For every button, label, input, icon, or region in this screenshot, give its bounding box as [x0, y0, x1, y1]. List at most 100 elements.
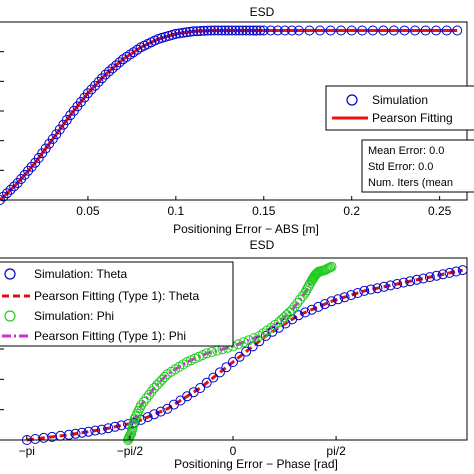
bottom-series-0-point — [306, 304, 317, 315]
bottom-series-2-point — [326, 261, 337, 272]
bottom-series-0-point — [228, 357, 238, 367]
top-series-0-point — [188, 26, 199, 37]
bottom-chart: ESD −pi −pi/2 0 pi/2 Positioning Error − Ph… — [0, 238, 468, 471]
top-series-0-point — [216, 25, 227, 36]
bottom-series-2-point — [207, 346, 217, 357]
top-series-0-point — [367, 25, 378, 36]
bottom-series-0-point — [142, 412, 153, 423]
top-series-0-point — [97, 73, 107, 84]
top-series-0-point — [114, 57, 125, 68]
bottom-series-2-point — [323, 263, 334, 274]
top-series-0-point — [441, 25, 452, 36]
bottom-series-0-point — [38, 432, 49, 443]
top-stats-box: Mean Error: 0.0 Std Error: 0.0 Num. Iter… — [361, 139, 474, 193]
top-series-0-point — [279, 25, 290, 36]
bottom-series-0-point — [234, 351, 245, 362]
top-series-0-point — [248, 25, 259, 36]
bottom-legend-theta-fit-label: Pearson Fitting (Type 1): Theta — [34, 289, 200, 303]
top-series-0-point — [357, 25, 368, 36]
top-series-0-point — [199, 25, 209, 36]
bottom-plot-area — [21, 261, 468, 445]
bottom-series-2-point — [154, 377, 165, 388]
bottom-legend-phi-sim-label: Simulation: Phi — [34, 309, 114, 323]
bottom-series-0-point — [392, 279, 403, 289]
top-series-0-point — [378, 25, 389, 36]
top-series-0-point — [121, 51, 132, 62]
bottom-series-2-point — [289, 301, 300, 312]
top-series-0-point — [237, 25, 248, 36]
top-mean-error: Mean Error: 0.0 — [368, 145, 444, 157]
bottom-series-0-point — [346, 290, 357, 301]
bottom-series-0-point — [47, 431, 58, 442]
top-series-0-point — [315, 25, 325, 36]
top-series-0-point — [244, 25, 255, 36]
top-num-iters: Num. Iters (mean — [368, 177, 453, 189]
bottom-series-2-point — [159, 371, 170, 382]
bottom-legend-theta-sim-label: Simulation: Theta — [34, 267, 127, 281]
top-series-0-point — [220, 25, 231, 36]
top-series-0-point — [111, 60, 122, 71]
bottom-series-0-point — [293, 310, 304, 321]
bottom-series-2-point — [292, 298, 303, 309]
bottom-series-2-point — [130, 411, 141, 422]
bottom-series-0-point — [451, 266, 462, 277]
bottom-chart-title: ESD — [250, 238, 275, 252]
top-series-0-point — [258, 25, 269, 36]
top-x-tick-label: 0.25 — [428, 204, 452, 218]
bottom-series-2-point — [287, 305, 298, 315]
top-series-0-point — [170, 28, 181, 39]
bottom-series-2-point — [136, 400, 147, 411]
bottom-series-2-point — [149, 383, 160, 393]
bottom-series-0-point — [300, 307, 311, 318]
bottom-series-2-point — [151, 380, 162, 391]
bottom-series-0-point — [405, 276, 416, 287]
top-series-0-point — [128, 47, 139, 58]
top-series-0-point — [304, 25, 315, 36]
bottom-series-0-point — [208, 372, 219, 383]
bottom-series-0-point — [103, 423, 114, 434]
top-series-0-point — [104, 66, 114, 77]
top-plot-area — [0, 25, 463, 205]
bottom-series-0-point — [339, 292, 350, 303]
top-series-0-point — [202, 25, 213, 36]
bottom-series-2-point — [249, 333, 259, 344]
top-series-0-point — [181, 27, 192, 38]
top-series-0-point — [209, 25, 220, 36]
bottom-series-0-point — [214, 367, 225, 378]
top-series-0-point — [9, 181, 20, 192]
bottom-series-2-point — [144, 389, 154, 400]
bottom-series-0-point — [83, 426, 94, 437]
bottom-series-0-point — [352, 288, 363, 298]
bottom-series-2-point — [294, 294, 305, 305]
bottom-series-0-point — [116, 420, 127, 431]
bottom-series-0-point — [444, 267, 455, 278]
bottom-series-2-point — [129, 414, 140, 425]
top-series-0-point — [90, 80, 100, 91]
top-series-0-point — [230, 25, 241, 36]
top-series-0-point — [265, 25, 276, 36]
bottom-series-0-point — [313, 301, 324, 312]
bottom-series-0-point — [77, 427, 87, 438]
top-chart: ESD 0.05 0.1 0.15 0.2 0.25 Positioning Error… — [0, 5, 474, 236]
top-series-0-point — [399, 25, 410, 36]
top-x-ticks: 0.05 0.1 0.15 0.2 0.25 — [0, 51, 452, 218]
top-series-0-point — [431, 25, 442, 36]
bottom-series-2-point — [201, 348, 212, 359]
bottom-legend-phi-fit-label: Pearson Fitting (Type 1): Phi — [34, 329, 186, 343]
top-series-0-point — [388, 25, 399, 36]
bottom-x-ticks: −pi −pi/2 0 pi/2 — [0, 287, 346, 458]
bottom-x-tick-label: −pi — [19, 444, 35, 458]
top-series-0-point — [118, 54, 129, 65]
top-series-0-point — [86, 84, 97, 95]
top-stats-frame — [361, 139, 474, 193]
top-series-0-point — [0, 191, 9, 202]
bottom-series-0-point — [109, 421, 120, 432]
top-series-0-point — [336, 25, 347, 36]
top-series-0-point — [195, 26, 206, 36]
top-series-0-point — [452, 25, 463, 36]
top-x-tick-label: 0.05 — [76, 204, 100, 218]
top-series-0-point — [2, 188, 12, 199]
top-series-0-point — [107, 63, 118, 74]
top-series-0-point — [241, 25, 252, 36]
